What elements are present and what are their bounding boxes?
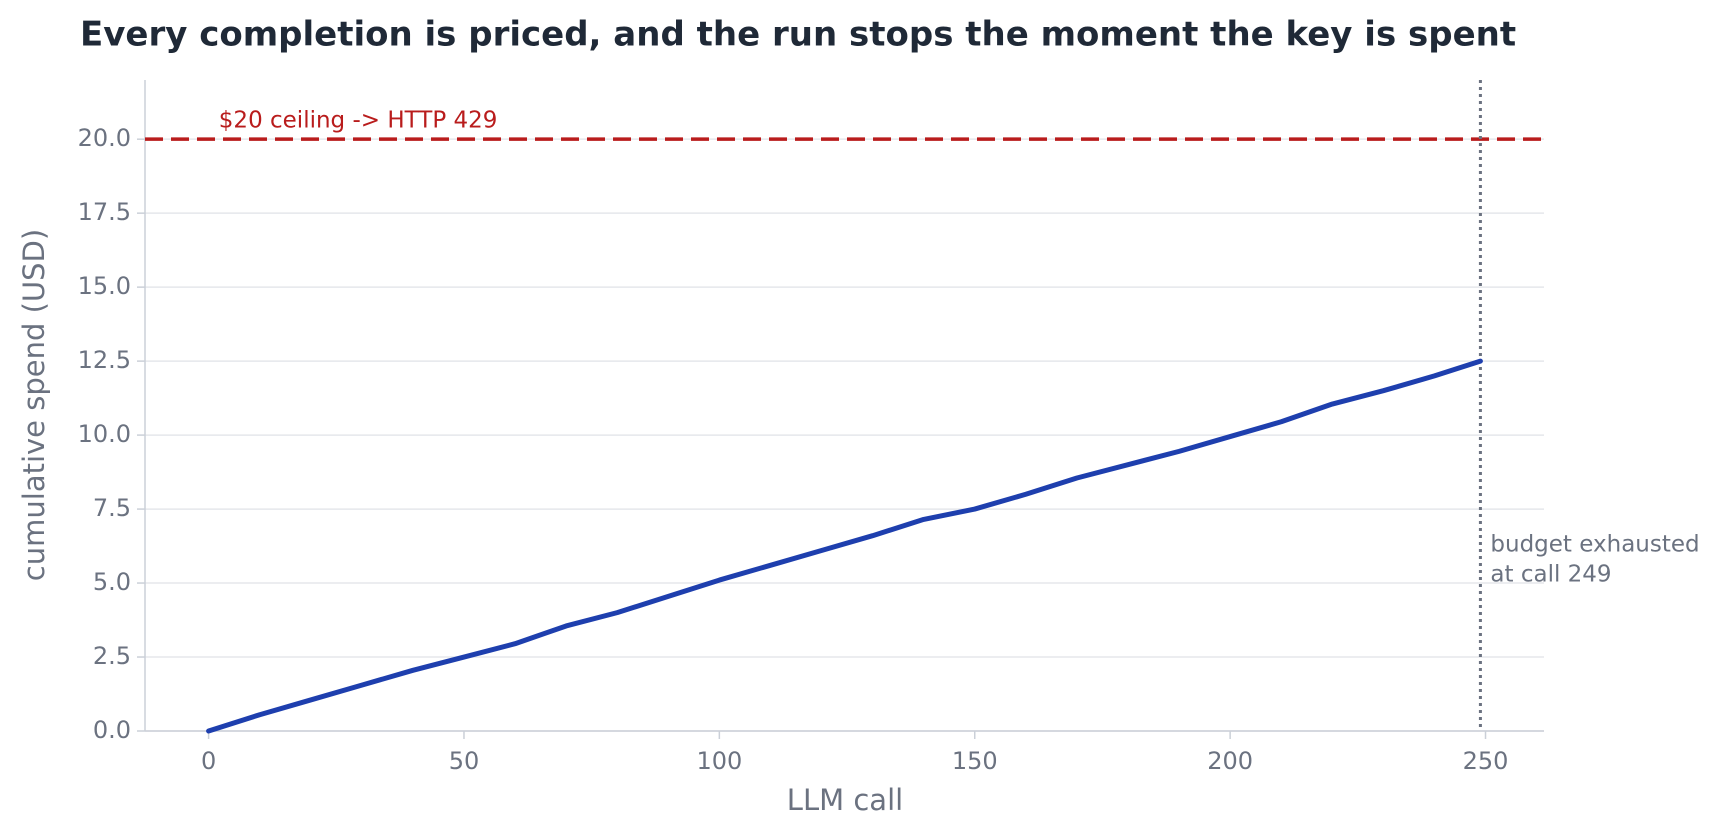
y-tick-label: 0.0 bbox=[93, 716, 131, 744]
ceiling-label: $20 ceiling -> HTTP 429 bbox=[219, 108, 498, 134]
series-line bbox=[206, 358, 1483, 734]
y-axis-label: cumulative spend (USD) bbox=[17, 229, 51, 581]
chart-title: Every completion is priced, and the run … bbox=[80, 15, 1516, 55]
y-tick-label: 10.0 bbox=[78, 420, 131, 448]
y-tick-label: 12.5 bbox=[78, 346, 131, 374]
x-tick-label: 150 bbox=[952, 747, 998, 775]
y-tick-label: 7.5 bbox=[93, 494, 131, 522]
x-tick-label: 50 bbox=[449, 747, 480, 775]
y-tick-label: 20.0 bbox=[78, 124, 131, 152]
x-tick-label: 100 bbox=[696, 747, 742, 775]
x-axis-label: LLM call bbox=[787, 783, 903, 817]
x-tick-label: 0 bbox=[201, 747, 216, 775]
stop-label: budget exhausted bbox=[1490, 532, 1699, 558]
stop-label: at call 249 bbox=[1490, 562, 1611, 588]
x-tick-label: 250 bbox=[1463, 747, 1509, 775]
y-tick-label: 15.0 bbox=[78, 272, 131, 300]
x-tick-label: 200 bbox=[1207, 747, 1253, 775]
y-tick-label: 17.5 bbox=[78, 198, 131, 226]
y-tick-label: 2.5 bbox=[93, 642, 131, 670]
y-tick-label: 5.0 bbox=[93, 568, 131, 596]
